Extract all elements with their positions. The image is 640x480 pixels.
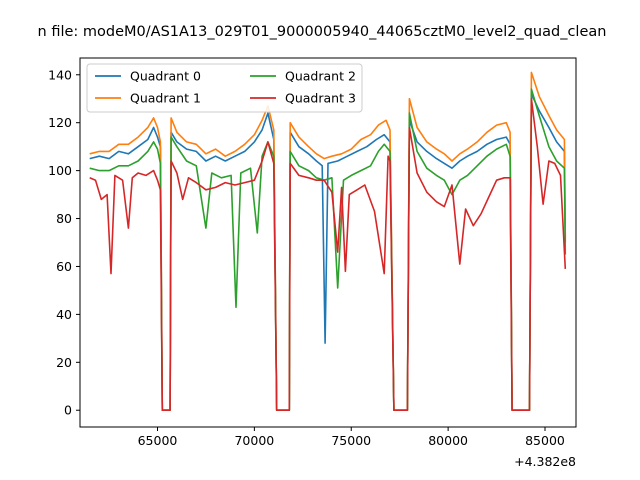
y-tick-label: 0 [64, 403, 72, 418]
legend-label: Quadrant 3 [285, 91, 356, 106]
series-layer [89, 71, 567, 411]
y-tick-label: 40 [56, 307, 72, 322]
legend-label: Quadrant 0 [130, 69, 201, 84]
chart-title: n file: modeM0/AS1A13_029T01_9000005940_… [38, 24, 607, 40]
plot-area [79, 57, 577, 428]
plot-frame [79, 57, 577, 428]
legend-item-quadrant-2[interactable]: Quadrant 2 [250, 69, 356, 84]
legend-label: Quadrant 1 [130, 91, 201, 106]
y-axis: 0 20 40 60 80 100 120 140 [48, 67, 80, 418]
x-tick-label: 75000 [331, 433, 371, 448]
x-tick-label: 85000 [525, 433, 565, 448]
y-tick-label: 120 [48, 115, 72, 130]
x-axis-offset-label: +4.382e8 [514, 454, 576, 469]
x-tick-label: 80000 [428, 433, 468, 448]
legend-frame [86, 63, 363, 113]
x-tick-label: 65000 [138, 433, 178, 448]
y-tick-label: 20 [56, 355, 72, 370]
y-tick-label: 100 [48, 163, 72, 178]
y-tick-label: 80 [56, 211, 72, 226]
legend-item-quadrant-0[interactable]: Quadrant 0 [95, 69, 201, 84]
legend-item-quadrant-1[interactable]: Quadrant 1 [95, 91, 201, 106]
y-tick-label: 60 [56, 259, 72, 274]
y-tick-label: 140 [48, 67, 72, 82]
series-line-quadrant-3 [89, 97, 567, 411]
x-tick-label: 70000 [234, 433, 274, 448]
x-axis: 65000 70000 75000 80000 85000 [138, 427, 565, 448]
legend-item-quadrant-3[interactable]: Quadrant 3 [250, 91, 356, 106]
legend[interactable]: Quadrant 0 Quadrant 1 Quadrant 2 Quadrant 3 [86, 63, 363, 113]
legend-label: Quadrant 2 [285, 69, 356, 84]
